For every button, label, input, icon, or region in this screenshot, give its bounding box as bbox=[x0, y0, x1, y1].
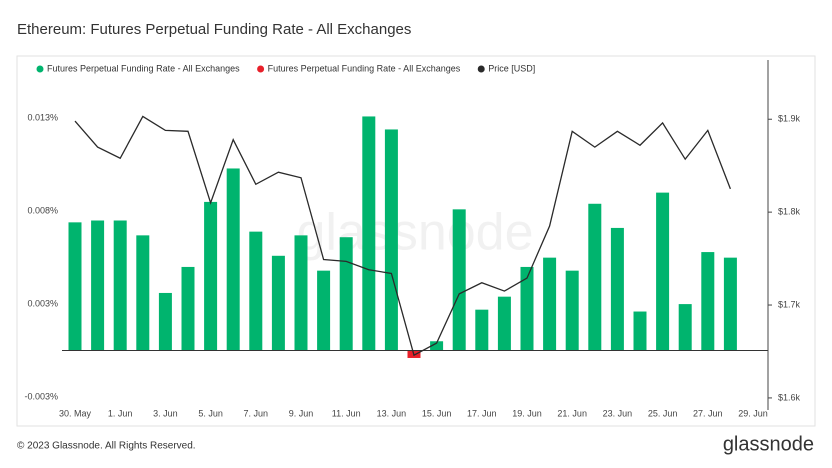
x-tick-label: 19. Jun bbox=[512, 408, 542, 418]
x-tick-label: 7. Jun bbox=[244, 408, 269, 418]
watermark: glassnode bbox=[296, 204, 533, 262]
bar bbox=[678, 304, 692, 351]
bar bbox=[158, 292, 172, 351]
bar bbox=[656, 192, 670, 351]
x-tick-label: 25. Jun bbox=[648, 408, 678, 418]
x-tick-label: 3. Jun bbox=[153, 408, 178, 418]
bar bbox=[362, 116, 376, 351]
legend-swatch bbox=[257, 65, 265, 73]
legend-label: Price [USD] bbox=[488, 63, 535, 73]
bar bbox=[452, 209, 466, 351]
bar bbox=[565, 270, 579, 351]
bar bbox=[91, 220, 105, 351]
legend-swatch bbox=[477, 65, 485, 73]
x-tick-label: 1. Jun bbox=[108, 408, 133, 418]
bar bbox=[136, 235, 150, 351]
bar bbox=[701, 252, 715, 351]
bar bbox=[113, 220, 127, 351]
bar bbox=[204, 201, 218, 351]
legend-label: Futures Perpetual Funding Rate - All Exc… bbox=[47, 63, 240, 73]
y-tick-label: -0.003% bbox=[24, 391, 58, 401]
x-tick-label: 17. Jun bbox=[467, 408, 497, 418]
x-tick-label: 23. Jun bbox=[603, 408, 633, 418]
x-tick-label: 15. Jun bbox=[422, 408, 452, 418]
legend-swatch bbox=[36, 65, 44, 73]
chart-title: Ethereum: Futures Perpetual Funding Rate… bbox=[17, 21, 411, 38]
copyright: © 2023 Glassnode. All Rights Reserved. bbox=[17, 441, 196, 452]
bar bbox=[610, 227, 624, 351]
price-line bbox=[74, 115, 732, 357]
y2-tick-label: $1.8k bbox=[778, 207, 801, 217]
x-tick-label: 27. Jun bbox=[693, 408, 723, 418]
x-tick-label: 21. Jun bbox=[557, 408, 587, 418]
bar bbox=[68, 222, 82, 351]
y-tick-label: 0.013% bbox=[27, 113, 58, 123]
bar bbox=[588, 203, 602, 351]
bar bbox=[294, 235, 308, 351]
y2-tick-label: $1.6k bbox=[778, 392, 801, 402]
bar bbox=[271, 255, 285, 351]
logo: glassnode bbox=[723, 433, 814, 455]
bar bbox=[723, 257, 737, 351]
bar bbox=[339, 237, 353, 351]
chart-frame bbox=[16, 55, 816, 427]
x-tick-label: 11. Jun bbox=[332, 408, 361, 418]
legend-label: Futures Perpetual Funding Rate - All Exc… bbox=[268, 63, 461, 73]
bar bbox=[249, 231, 263, 351]
bar bbox=[226, 168, 240, 351]
y-tick-label: 0.003% bbox=[27, 298, 58, 308]
bar bbox=[181, 266, 195, 351]
bar bbox=[430, 341, 444, 351]
bar bbox=[543, 257, 557, 351]
bar bbox=[475, 309, 489, 351]
x-tick-label: 30. May bbox=[59, 408, 92, 418]
y2-tick-label: $1.7k bbox=[778, 299, 801, 309]
x-tick-label: 13. Jun bbox=[377, 408, 407, 418]
y2-tick-label: $1.9k bbox=[778, 114, 801, 124]
y-tick-label: 0.008% bbox=[27, 206, 58, 216]
bar bbox=[384, 129, 398, 351]
x-tick-label: 29. Jun bbox=[738, 408, 768, 418]
bar bbox=[317, 270, 331, 351]
bar bbox=[633, 311, 647, 351]
bar bbox=[497, 296, 511, 351]
x-tick-label: 5. Jun bbox=[198, 408, 223, 418]
x-tick-label: 9. Jun bbox=[289, 408, 314, 418]
bar bbox=[520, 266, 534, 351]
